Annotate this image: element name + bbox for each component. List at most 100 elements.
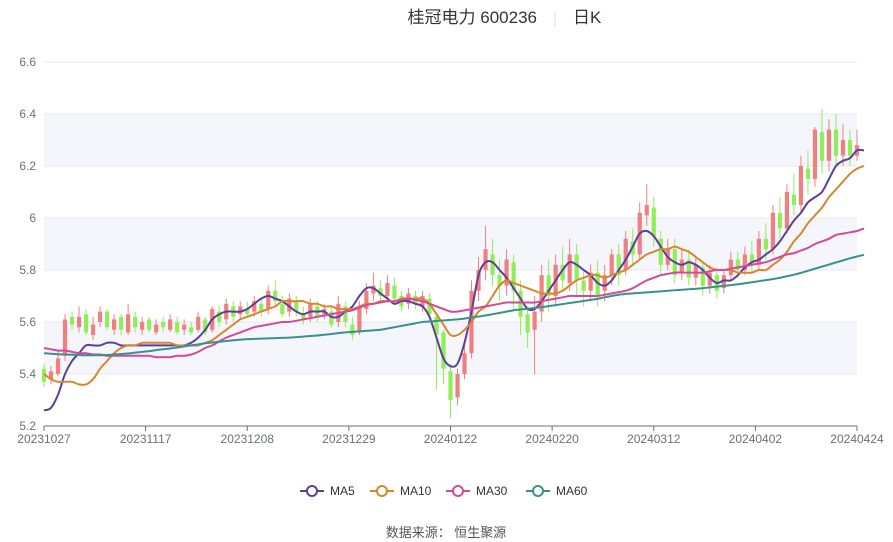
candle: [497, 259, 502, 302]
candle: [833, 114, 839, 166]
candle-body: [560, 264, 565, 281]
candle-body: [364, 290, 369, 309]
candle-body: [126, 314, 131, 333]
candle-body: [588, 272, 593, 291]
candle: [777, 197, 783, 239]
candle: [686, 249, 691, 286]
candle-body: [462, 353, 467, 374]
candle-body: [245, 309, 250, 315]
candle-body: [161, 322, 166, 328]
candle-body: [728, 259, 733, 276]
candle: [350, 316, 355, 341]
data-source: 数据来源： 恒生聚源: [386, 525, 507, 540]
period-label: 日K: [573, 8, 602, 27]
candle-body: [840, 140, 846, 156]
candle: [161, 316, 166, 333]
legend-item-ma10[interactable]: MA10: [370, 484, 432, 498]
candle-body: [41, 368, 47, 382]
candle-body: [182, 324, 187, 330]
candle-body: [546, 275, 551, 296]
candle-body: [602, 275, 607, 291]
candle-body: [287, 298, 292, 312]
candle: [385, 275, 390, 302]
candle: [721, 270, 726, 294]
candle: [104, 309, 110, 330]
legend-item-ma60[interactable]: MA60: [526, 484, 588, 498]
candle: [111, 314, 117, 335]
candle: [83, 309, 89, 335]
candle: [567, 238, 572, 291]
candle-body: [770, 212, 775, 250]
x-tick-label: 20240424: [830, 432, 884, 446]
candle: [574, 244, 579, 296]
candle-body: [455, 374, 460, 398]
candle: [189, 322, 194, 335]
ma-line-ma30: [43, 227, 865, 359]
candle-body: [798, 166, 804, 205]
candle: [448, 363, 453, 419]
candle-body: [581, 280, 586, 291]
x-tick-label: 20231229: [322, 432, 376, 446]
candle: [518, 280, 523, 335]
candle: [546, 259, 551, 312]
candle-body: [784, 192, 790, 229]
x-tick-label: 20240220: [525, 432, 579, 446]
candle-body: [308, 303, 313, 317]
x-axis: 20231027 20231117 20231208 20231229 20240122…: [17, 425, 884, 446]
x-tick-label: 20231027: [17, 432, 71, 446]
candle: [203, 316, 208, 335]
candle: [616, 244, 621, 286]
candle-body: [490, 254, 495, 276]
y-tick-label: 5.4: [19, 367, 36, 381]
candle-body: [644, 205, 649, 216]
candle: [238, 301, 243, 320]
candle: [126, 303, 131, 335]
candle: [301, 306, 306, 325]
candle: [791, 173, 797, 216]
candle-body: [511, 262, 516, 291]
grid-band: [44, 218, 857, 270]
moving-average-lines: [43, 148, 865, 412]
candle-body: [616, 254, 621, 276]
y-tick-label: 6.2: [19, 159, 36, 173]
candle-body: [441, 332, 446, 369]
y-tick-label: 6: [29, 211, 36, 225]
candle: [343, 301, 348, 328]
candle: [217, 306, 222, 328]
candle-body: [497, 275, 502, 286]
x-tick-label: 20240122: [424, 432, 478, 446]
candle-body: [371, 285, 376, 294]
background-bands: [44, 114, 857, 374]
candle: [700, 262, 705, 296]
candle-body: [434, 316, 439, 335]
candle: [623, 231, 628, 276]
legend-label: MA30: [476, 484, 508, 498]
candle-body: [266, 290, 271, 309]
candle-body: [763, 238, 768, 250]
candle: [140, 316, 145, 335]
legend-item-ma5[interactable]: MA5: [300, 484, 355, 498]
candle: [154, 319, 159, 335]
candle: [504, 249, 509, 296]
candle-body: [609, 254, 614, 276]
candle: [133, 311, 138, 333]
x-tick-label: 20240312: [627, 432, 681, 446]
y-axis: 5.2 5.4 5.6 5.8 6 6.2 6.4 6.6: [19, 55, 36, 433]
legend-label: MA5: [330, 484, 355, 498]
x-tick-label: 20231117: [120, 432, 172, 446]
candle: [749, 241, 754, 273]
grid-band: [44, 114, 857, 166]
candle-body: [385, 283, 390, 296]
candle-body: [847, 140, 853, 156]
candle-body: [532, 311, 537, 330]
candle: [770, 205, 775, 255]
y-tick-label: 6.4: [19, 107, 36, 121]
candle: [455, 368, 460, 406]
legend-item-ma30[interactable]: MA30: [446, 484, 508, 498]
candle: [280, 296, 285, 317]
candle: [182, 319, 187, 335]
legend-label: MA60: [556, 484, 588, 498]
candle-body: [833, 129, 839, 156]
candle: [294, 296, 299, 317]
candle-body: [259, 303, 264, 312]
